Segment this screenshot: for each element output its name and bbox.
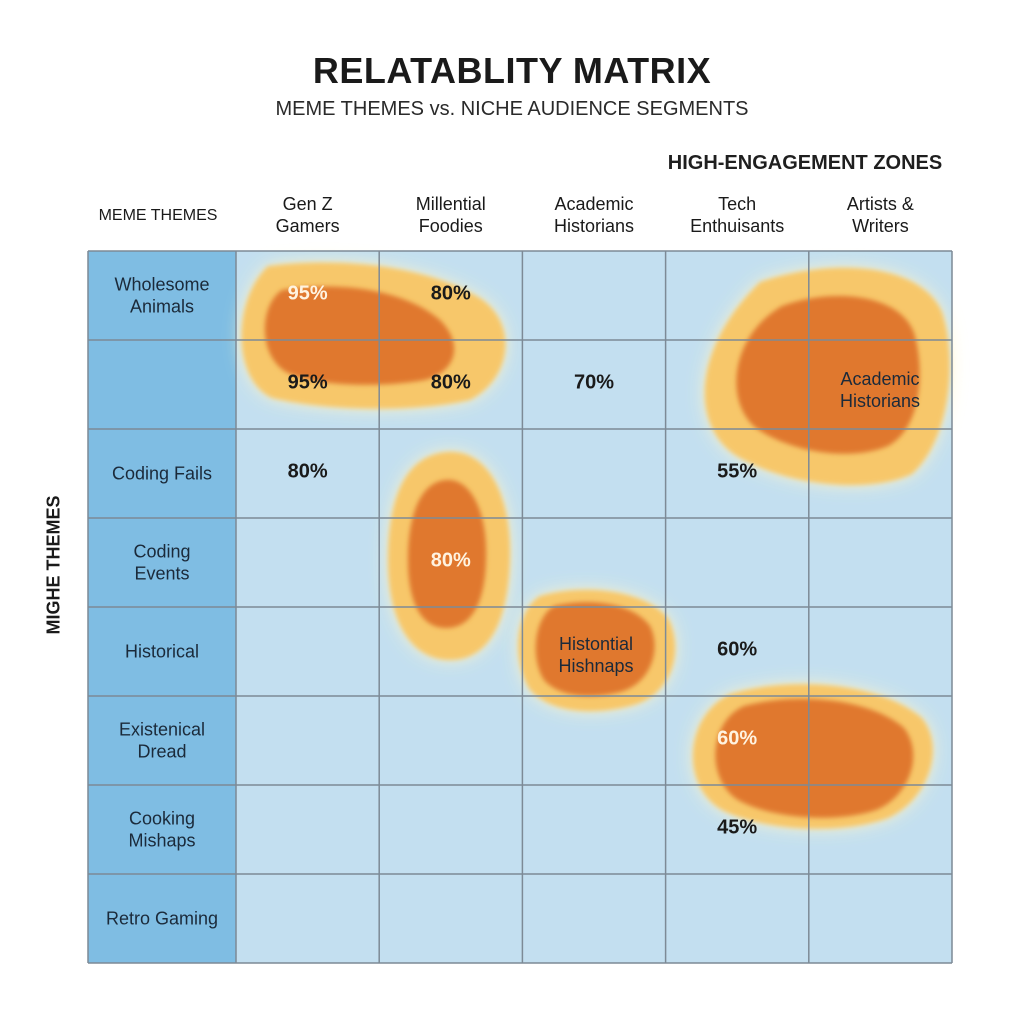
column-label: Academic Historians <box>554 194 634 236</box>
historical-zone-core <box>535 602 655 696</box>
row-label: Coding Fails <box>112 464 212 484</box>
historical-zone <box>518 589 676 712</box>
existential-dread-zone-core <box>715 698 914 818</box>
coding-events-zone-core <box>408 479 487 628</box>
cell-value: 80% <box>431 283 471 305</box>
wholesome-animals-zone-core <box>264 286 455 385</box>
zone-label: Academic Historians <box>840 369 920 411</box>
column-label: Gen Z Gamers <box>276 194 340 236</box>
column-label: Tech Enthuisants <box>690 194 784 236</box>
row-header-label: MEME THEMES <box>98 207 218 224</box>
row-label: Retro Gaming <box>106 909 218 929</box>
cell-value: 80% <box>431 550 471 572</box>
cell-value: 95% <box>288 372 328 394</box>
existential-dread-zone <box>692 684 933 829</box>
cell-value: 95% <box>288 283 328 305</box>
wholesome-animals-zone <box>241 262 506 409</box>
zone-label: Histontial Hishnaps <box>558 634 633 676</box>
cell-value: 80% <box>431 372 471 394</box>
high-engagement-zones-label: HIGH-ENGAGEMENT ZONES <box>667 152 943 174</box>
cell-value: 60% <box>717 728 757 750</box>
row-label: Existenical Dread <box>119 720 205 762</box>
grid-lines <box>87 250 953 964</box>
chart-text: Gen Z Gamers Millential Foodies Academic Hist… <box>106 194 920 929</box>
artists-writers-zone-core <box>736 295 920 454</box>
row-label: Coding Events <box>133 542 190 584</box>
heat-zones <box>241 262 950 829</box>
cell-value: 60% <box>717 639 757 661</box>
coding-events-zone <box>388 451 511 660</box>
row-label: Wholesome Animals <box>114 275 209 317</box>
cell-value: 55% <box>717 461 757 483</box>
artists-writers-zone <box>704 267 950 486</box>
chart-subtitle: MEME THEMES vs. NICHE AUDIENCE SEGMENTS <box>275 98 749 120</box>
chart-title: RELATABLITY MATRIX <box>312 50 712 91</box>
cell-value: 70% <box>574 372 614 394</box>
column-label: Millential Foodies <box>416 194 486 236</box>
row-label: Historical <box>125 642 199 662</box>
row-label: Cooking Mishaps <box>128 809 195 851</box>
cell-value: 80% <box>288 461 328 483</box>
cell-value: 45% <box>717 817 757 839</box>
column-label: Artists & Writers <box>847 194 914 236</box>
